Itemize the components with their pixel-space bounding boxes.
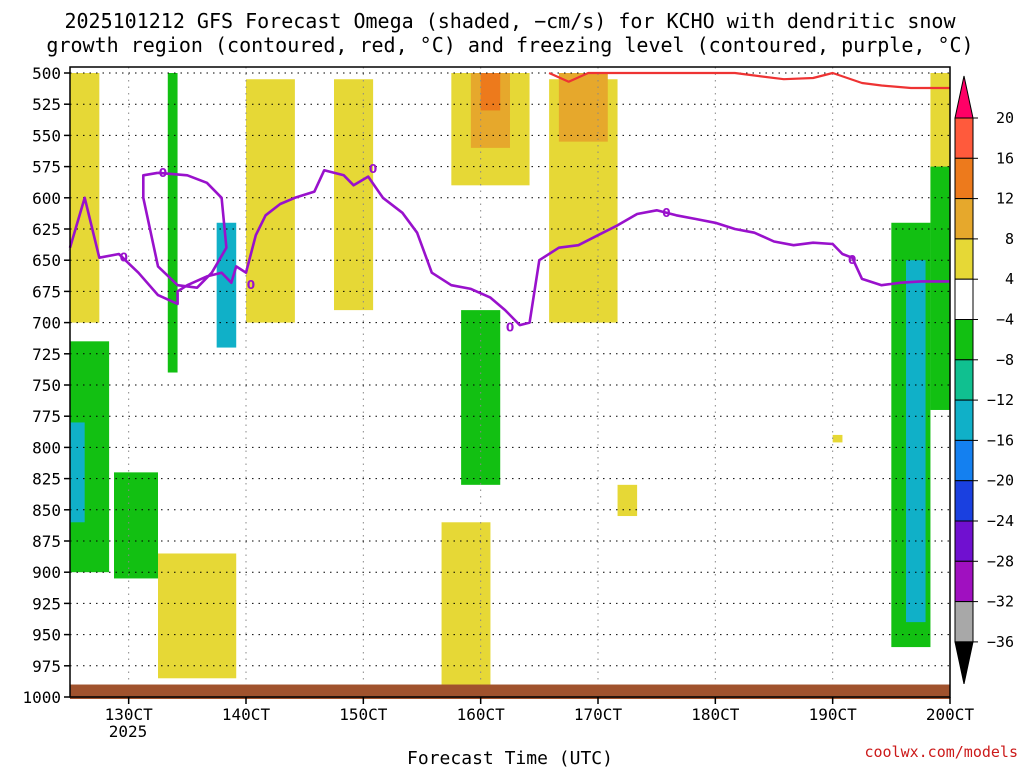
freezing-level-loop: [142, 171, 228, 289]
x-tick-label: 200CT: [926, 705, 975, 724]
colorbar-swatch: [954, 520, 974, 562]
omega-shaded-cell: [70, 422, 85, 523]
y-tick-label: 850: [32, 501, 61, 520]
colorbar-swatch: [954, 560, 974, 603]
colorbar-label: 4: [1005, 270, 1014, 288]
omega-shaded-cell: [461, 310, 501, 485]
colorbar-label: −4: [996, 311, 1014, 329]
y-tick-label: 500: [32, 64, 61, 83]
y-tick-label: 700: [32, 314, 61, 333]
plot-area: 0 0 0 0 0 0 0: [68, 66, 951, 699]
x-tick-label: 180CT: [691, 705, 740, 724]
y-tick-label: 675: [32, 282, 61, 301]
y-tick-label: 825: [32, 470, 61, 489]
x-tick-label: 170CT: [574, 705, 623, 724]
x-tick-label: 160CT: [457, 705, 506, 724]
plot-frame: [69, 66, 951, 698]
colorbar-swatch: [954, 278, 974, 321]
y-axis-ticks: 500 525 550 575 600 625 650 675 700 725 750 775 800 8…: [22, 64, 70, 707]
credit-text: coolwx.com/models: [864, 743, 1018, 761]
freezing-level-label: 0: [120, 251, 128, 265]
freezing-level-label: 0: [369, 162, 377, 176]
colorbar-label: −24: [987, 512, 1014, 530]
colorbar-label: 12: [996, 190, 1014, 208]
colorbar-swatch: [954, 359, 974, 401]
omega-shaded-cell: [480, 73, 501, 111]
colorbar-top-arrow: [954, 75, 974, 119]
y-tick-label: 800: [32, 438, 61, 457]
y-tick-label: 725: [32, 345, 61, 364]
freezing-level-label: 0: [159, 166, 167, 180]
freezing-level-label: 0: [247, 278, 255, 292]
colorbar-swatch: [954, 601, 974, 643]
colorbar-bottom-arrow: [954, 641, 974, 685]
colorbar-label: −28: [987, 552, 1014, 570]
y-tick-label: 525: [32, 95, 61, 114]
y-tick-label: 925: [32, 594, 61, 613]
colorbar-swatch: [954, 198, 974, 240]
y-tick-label: 775: [32, 407, 61, 426]
colorbar-swatch: [954, 319, 974, 361]
x-tick-label: 140CT: [222, 705, 271, 724]
colorbar: 20 16 12 8 4 −4 −8 −12 −16 −20 −24 −28 −32 −36: [954, 75, 1014, 685]
y-tick-label: 1000: [22, 688, 61, 707]
x-year-label: 2025: [109, 722, 148, 741]
colorbar-swatch: [954, 117, 974, 159]
terrain-strip: [70, 684, 950, 699]
y-tick-label: 875: [32, 532, 61, 551]
y-tick-label: 625: [32, 220, 61, 239]
omega-shaded-cell: [334, 79, 374, 311]
x-axis-label: Forecast Time (UTC): [407, 748, 613, 768]
colorbar-swatch: [954, 439, 974, 482]
contour-lines: 0 0 0 0 0 0 0: [68, 71, 950, 335]
y-tick-label: 650: [32, 251, 61, 270]
omega-shaded-cell: [158, 553, 237, 679]
colorbar-label: −20: [987, 472, 1014, 490]
colorbar-label: −16: [987, 431, 1014, 449]
y-tick-label: 600: [32, 189, 61, 208]
x-axis-ticks: 130CT 140CT 150CT 160CT 170CT 180CT 190CT 200CT: [105, 697, 975, 724]
colorbar-swatch: [954, 238, 974, 280]
colorbar-label: −12: [987, 391, 1014, 409]
omega-shaded-cell: [906, 260, 926, 623]
y-tick-label: 950: [32, 626, 61, 645]
omega-shaded-cell: [832, 434, 843, 443]
y-tick-label: 575: [32, 158, 61, 177]
y-tick-label: 750: [32, 376, 61, 395]
colorbar-swatch: [954, 480, 974, 522]
dgz-contour-line: [548, 71, 950, 90]
y-tick-label: 550: [32, 126, 61, 145]
omega-shaded-cell: [558, 73, 608, 142]
freezing-level-label: 0: [506, 321, 514, 335]
x-tick-label: 190CT: [809, 705, 858, 724]
y-tick-label: 975: [32, 657, 61, 676]
chart-title-line2: growth region (contoured, red, °C) and f…: [46, 33, 973, 57]
colorbar-label: −8: [996, 351, 1014, 369]
colorbar-label: 8: [1005, 230, 1014, 248]
omega-shaded-cell: [441, 522, 491, 685]
omega-shaded-cell: [930, 166, 950, 410]
omega-shading: [70, 73, 950, 685]
omega-shaded-cell: [167, 73, 178, 373]
x-tick-label: 130CT: [105, 705, 154, 724]
colorbar-swatch: [954, 399, 974, 441]
colorbar-label: 16: [996, 149, 1014, 167]
y-tick-label: 900: [32, 563, 61, 582]
colorbar-label: 20: [996, 109, 1014, 127]
terrain-fill: [70, 684, 950, 699]
chart-title-line1: 2025101212 GFS Forecast Omega (shaded, −…: [64, 9, 956, 33]
colorbar-swatch: [954, 157, 974, 200]
x-tick-label: 150CT: [339, 705, 388, 724]
colorbar-label: −36: [987, 633, 1014, 651]
colorbar-label: −32: [987, 593, 1014, 611]
freezing-level-label: 0: [848, 253, 856, 267]
freezing-level-label: 0: [662, 206, 670, 220]
omega-shaded-cell: [114, 472, 158, 579]
omega-shaded-cell: [617, 484, 638, 517]
